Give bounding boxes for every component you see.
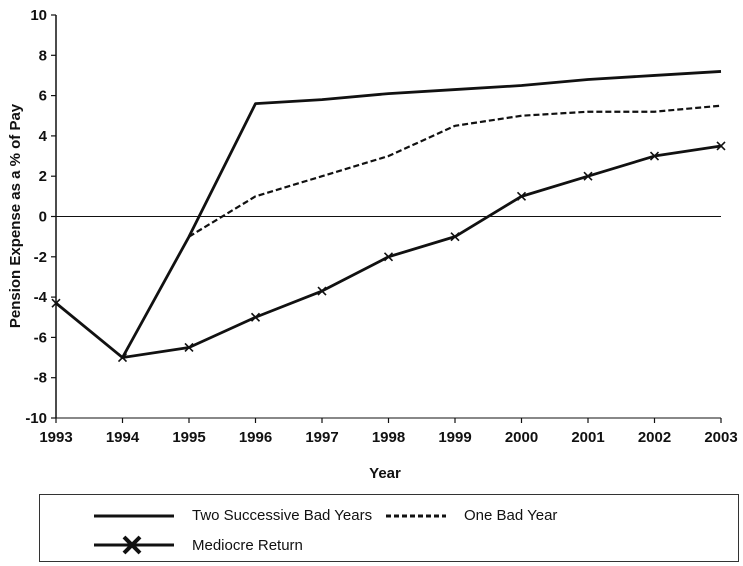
y-tick-label: 4	[39, 128, 48, 145]
y-tick-label: -8	[34, 370, 47, 387]
y-tick-label: 10	[30, 7, 47, 24]
y-tick-label: 6	[39, 88, 47, 105]
legend-swatch-dashed	[386, 514, 446, 517]
legend-item-mediocre: Mediocre Return	[94, 535, 303, 555]
series-point-marker	[716, 141, 726, 151]
legend-label-mediocre: Mediocre Return	[192, 536, 303, 554]
x-tick-label: 1994	[106, 429, 140, 446]
x-tick-label: 1997	[305, 429, 338, 446]
line-chart: 10 8 6 4 2 0 -2 -4 -6 -8 -10 1993 1994 1995 1996 1997 19…	[7, 7, 738, 482]
series-point-marker	[450, 232, 460, 242]
series-point-marker	[383, 252, 394, 262]
legend-item-two-successive: Two Successive Bad Years	[94, 507, 372, 524]
x-tick-label: 2003	[704, 429, 737, 446]
legend: Two Successive Bad Years One Bad Year Me…	[39, 494, 739, 562]
series-point-marker	[583, 171, 593, 181]
series-point-marker	[250, 312, 261, 322]
x-tick-label: 2001	[571, 429, 604, 446]
legend-label-one-bad: One Bad Year	[464, 507, 558, 524]
series-point-marker	[51, 298, 61, 308]
x-tick-label: 1996	[239, 429, 272, 446]
y-tick-label: -2	[34, 249, 47, 266]
series-point-marker	[649, 151, 660, 161]
y-tick-label: -10	[25, 410, 47, 427]
x-axis-title: Year	[369, 465, 401, 482]
y-tick-label: -6	[34, 329, 47, 346]
legend-swatch-solid	[94, 514, 174, 517]
series-point-marker	[317, 286, 327, 296]
series-point-marker	[117, 352, 128, 363]
x-tick-label: 1999	[438, 429, 471, 446]
x-tick-label: 2002	[638, 429, 671, 446]
legend-swatch-x-marker	[94, 535, 174, 555]
x-tick-label: 1995	[172, 429, 205, 446]
legend-label-two-successive: Two Successive Bad Years	[192, 507, 373, 524]
series-line-1	[188, 104, 722, 238]
y-tick-label: 0	[39, 209, 47, 226]
x-tick-label: 2000	[505, 429, 538, 446]
legend-item-one-bad: One Bad Year	[386, 507, 557, 524]
x-tick-label: 1993	[39, 429, 72, 446]
y-tick-label: 8	[39, 47, 47, 64]
y-tick-label: 2	[39, 168, 47, 185]
series-line-2	[55, 144, 722, 359]
series-point-marker	[516, 191, 527, 201]
series-line-0	[121, 70, 722, 359]
y-tick-label: -4	[34, 289, 48, 306]
x-tick-label: 1998	[372, 429, 405, 446]
y-axis-title: Pension Expense as a % of Pay	[7, 103, 24, 328]
series-point-marker	[184, 342, 194, 353]
